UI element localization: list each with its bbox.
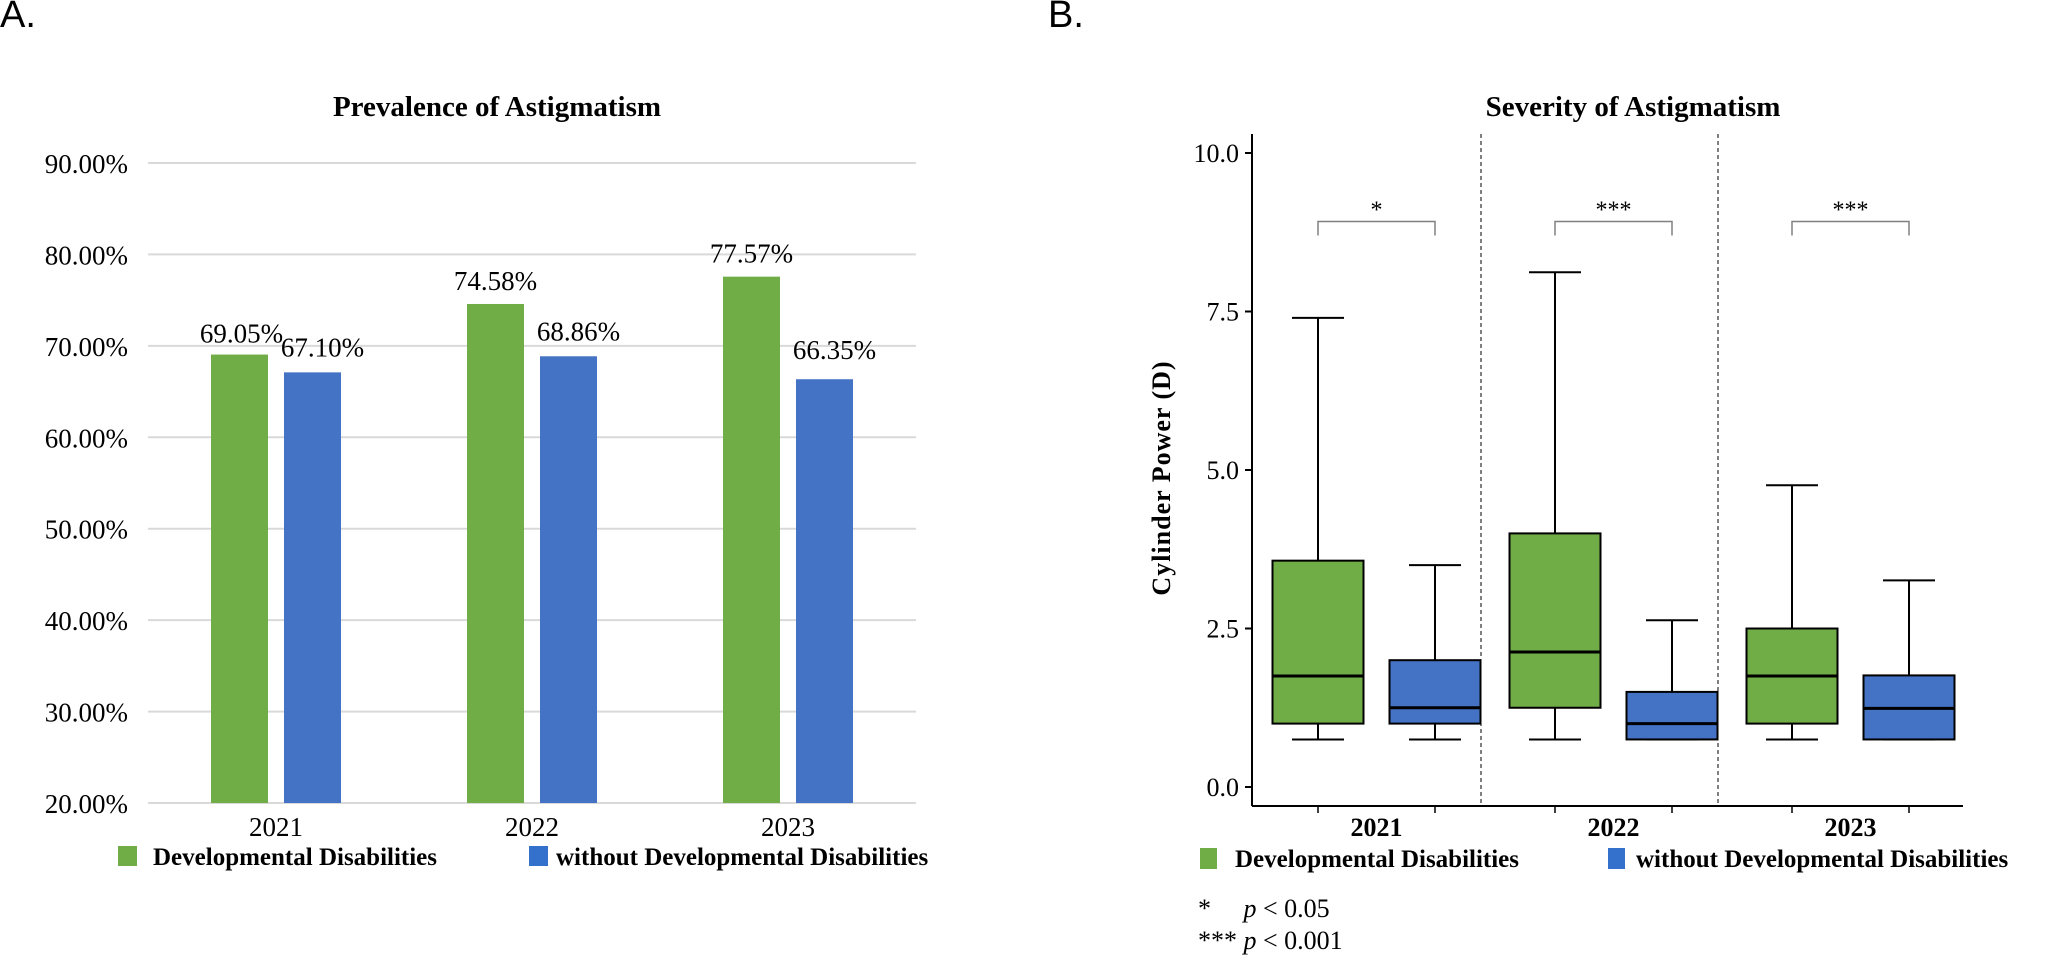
y-tick-label: 80.00% xyxy=(45,240,128,270)
x-tick-label: 2021 xyxy=(249,812,303,842)
legend-label-dd: Developmental Disabilities xyxy=(1235,846,1519,873)
box-dd xyxy=(1508,271,1602,741)
footnote-symbol: *** xyxy=(1198,926,1237,955)
y-tick-label: 30.00% xyxy=(45,698,128,728)
y-tick-label: 40.00% xyxy=(45,606,128,636)
data-label: 68.86% xyxy=(537,316,620,346)
footnote-threshold: < 0.05 xyxy=(1263,894,1330,923)
significance-bracket xyxy=(1554,220,1673,236)
iqr-box xyxy=(1508,532,1602,709)
x-tick-label: 2022 xyxy=(505,812,559,842)
box-non-dd xyxy=(1388,564,1482,741)
x-tick-label: 2023 xyxy=(761,812,815,842)
bar-non-dd xyxy=(540,356,597,803)
footnote-line-2: *** p < 0.001 xyxy=(1198,926,1343,956)
y-tick-label: 60.00% xyxy=(45,423,128,453)
footnote-threshold: < 0.001 xyxy=(1263,926,1343,955)
bar-non-dd xyxy=(284,372,341,803)
footnote-line-1: * p < 0.05 xyxy=(1198,894,1330,924)
legend: Developmental Disabilities without Devel… xyxy=(1200,846,2008,873)
legend-swatch-non-dd xyxy=(529,846,548,866)
box-dd xyxy=(1745,484,1839,741)
bar-dd xyxy=(467,303,524,803)
x-tick-label: 2022 xyxy=(1588,813,1640,842)
bar-dd xyxy=(211,354,268,803)
bar-dd xyxy=(723,276,780,803)
significance-label: *** xyxy=(1596,197,1632,223)
footnote-symbol: * xyxy=(1198,894,1211,923)
iqr-box xyxy=(1388,659,1482,725)
footnote-p: p xyxy=(1243,926,1257,955)
significance-label: * xyxy=(1371,197,1383,223)
box-non-dd xyxy=(1862,579,1956,741)
y-tick-label: 7.5 xyxy=(1207,298,1240,327)
y-tick-label: 5.0 xyxy=(1207,456,1240,485)
panel-label-a: A. xyxy=(0,0,36,36)
legend: Developmental Disabilities without Devel… xyxy=(118,844,928,871)
data-label: 67.10% xyxy=(281,332,364,362)
legend-label-non-dd: without Developmental Disabilities xyxy=(556,844,928,871)
legend-swatch-dd xyxy=(1200,848,1217,869)
box-non-dd xyxy=(1625,619,1719,741)
significance-bracket xyxy=(1791,220,1910,236)
data-label: 69.05% xyxy=(200,319,283,349)
y-axis-label: Cylinder Power (D) xyxy=(1147,360,1176,595)
bar-non-dd xyxy=(796,379,853,803)
y-tick-label: 10.0 xyxy=(1194,139,1240,168)
x-tick-label: 2023 xyxy=(1825,813,1877,842)
x-tick-label: 2021 xyxy=(1351,813,1403,842)
iqr-box xyxy=(1271,559,1365,725)
y-tick-label: 50.00% xyxy=(45,515,128,545)
chart-title: Severity of Astigmatism xyxy=(1486,91,1781,123)
y-tick-label: 20.00% xyxy=(45,789,128,819)
box-dd xyxy=(1271,316,1365,741)
chart-title: Prevalence of Astigmatism xyxy=(333,91,661,123)
legend-swatch-dd xyxy=(118,846,137,866)
legend-swatch-non-dd xyxy=(1608,848,1625,869)
significance-label: *** xyxy=(1833,197,1869,223)
legend-label-dd: Developmental Disabilities xyxy=(153,844,437,871)
iqr-box xyxy=(1625,690,1719,741)
y-tick-label: 2.5 xyxy=(1207,615,1240,644)
y-tick-label: 90.00% xyxy=(45,149,128,179)
prevalence-bar-chart: Prevalence of Astigmatism 20.00% 30.00% 40… xyxy=(45,91,929,871)
legend-label-non-dd: without Developmental Disabilities xyxy=(1636,846,2008,873)
footnote-p: p xyxy=(1243,894,1257,923)
y-tick-label: 0.0 xyxy=(1207,773,1240,802)
data-label: 66.35% xyxy=(793,335,876,365)
panel-label-b: B. xyxy=(1048,0,1084,36)
significance-bracket xyxy=(1317,220,1436,236)
y-tick-label: 70.00% xyxy=(45,332,128,362)
data-label: 74.58% xyxy=(454,266,537,296)
data-label: 77.57% xyxy=(710,239,793,269)
